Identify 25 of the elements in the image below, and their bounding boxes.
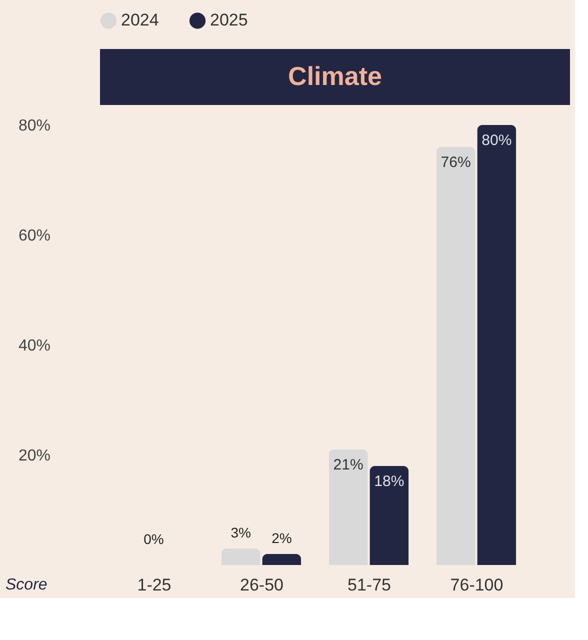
bar <box>262 554 302 565</box>
x-tick-label: 26-50 <box>240 576 284 594</box>
data-label: 18% <box>374 473 404 490</box>
data-label: 80% <box>482 132 512 149</box>
bar <box>221 548 260 565</box>
x-tick-label: 1-25 <box>137 576 172 594</box>
y-tick-label: 80% <box>18 118 50 134</box>
data-label: 2% <box>272 530 292 546</box>
data-label: 76% <box>440 154 471 171</box>
x-tick-label: 76-100 <box>450 576 504 594</box>
bar <box>328 450 368 565</box>
chart-title: Climate <box>288 61 382 91</box>
x-axis-title: Score <box>6 576 48 594</box>
y-tick-label: 20% <box>18 448 50 464</box>
legend-label: 2024 <box>121 10 159 30</box>
bar <box>436 147 476 565</box>
data-label: 21% <box>333 456 364 474</box>
data-label: 3% <box>230 524 251 540</box>
bar <box>370 466 409 565</box>
x-tick-label: 51-75 <box>348 576 391 594</box>
bar <box>477 125 516 565</box>
annotation: 0% <box>144 531 164 547</box>
legend-label: 2025 <box>210 10 248 30</box>
y-tick-label: 60% <box>18 228 50 244</box>
y-tick-label: 40% <box>18 338 50 354</box>
